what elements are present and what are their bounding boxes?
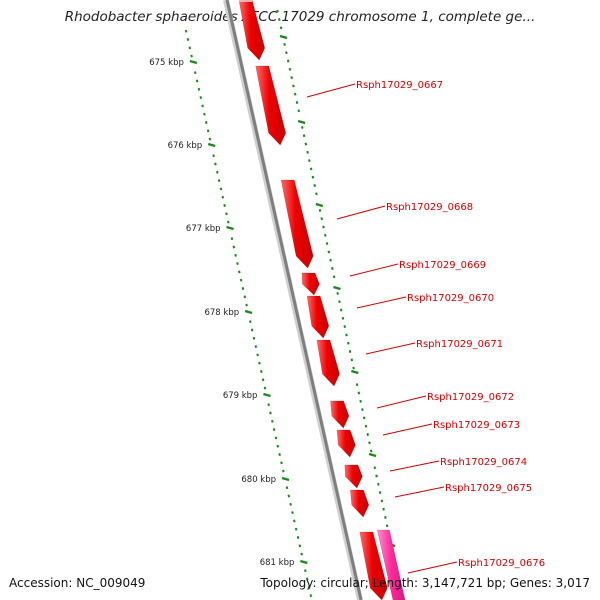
gene-label[interactable]: Rsph17029_0668 [386, 202, 473, 213]
outer-major-tick [297, 119, 306, 125]
major-tick [300, 559, 308, 565]
outer-major-tick [279, 34, 288, 40]
gene-arrow[interactable] [330, 400, 350, 429]
major-tick [189, 59, 198, 65]
gene-arrow[interactable] [359, 531, 388, 600]
gene-arrow[interactable] [350, 489, 370, 518]
gene-label[interactable]: Rsph17029_0676 [458, 558, 545, 569]
gene-arrow[interactable] [306, 295, 330, 339]
gene-leader-line [365, 342, 416, 355]
major-tick [226, 225, 234, 231]
gene-label[interactable]: Rsph17029_0674 [440, 457, 527, 468]
backbone [223, 0, 363, 600]
major-tick [207, 142, 216, 148]
gene-arrow[interactable] [255, 65, 287, 146]
gene-label[interactable]: Rsph17029_0667 [356, 80, 443, 91]
outer-major-tick [351, 369, 359, 375]
gene-label[interactable]: Rsph17029_0670 [407, 293, 494, 304]
gene-label[interactable]: Rsph17029_0669 [399, 260, 486, 271]
kbp-label: 679 kbp [223, 391, 258, 401]
gene-arrow-alt[interactable] [376, 529, 406, 600]
kbp-label: 676 kbp [168, 141, 203, 151]
kbp-labels: 675 kbp 676 kbp 677 kbp 678 kbp 679 kbp 680 k… [149, 58, 294, 568]
kbp-label: 680 kbp [241, 475, 276, 485]
gene-leader-line [407, 561, 458, 574]
gene-arrow[interactable] [336, 429, 356, 458]
genome-summary: Topology: circular; Length: 3,147,721 bp… [260, 576, 590, 590]
major-tick [263, 392, 271, 398]
kbp-label: 678 kbp [204, 308, 239, 318]
kbp-label: 677 kbp [186, 224, 221, 234]
outer-major-tick [333, 285, 341, 291]
gene-leader-line [389, 460, 440, 472]
gene-arrow[interactable] [238, 0, 266, 61]
gene-arrow[interactable] [301, 272, 320, 296]
gene-leader-line [376, 395, 427, 409]
gene-leader-line [356, 296, 407, 309]
gene-label[interactable]: Rsph17029_0672 [427, 392, 514, 403]
gene-leader-line [336, 205, 386, 220]
outer-major-tick [368, 452, 377, 458]
major-tick [244, 309, 253, 315]
gene-label[interactable]: Rsph17029_0673 [433, 420, 520, 431]
gene-label[interactable]: Rsph17029_0671 [416, 339, 503, 350]
outer-major-tick [315, 202, 324, 208]
gene-leader-line [306, 83, 356, 98]
gene-labels[interactable]: Rsph17029_0667 Rsph17029_0668 Rsph17029_06… [306, 80, 545, 574]
kbp-label: 675 kbp [149, 58, 184, 68]
gene-leader-line [349, 263, 399, 277]
map-title: Rhodobacter sphaeroides ATCC 17029 chrom… [64, 9, 536, 25]
gene-leader-line [394, 486, 445, 498]
major-tick [281, 476, 290, 482]
gene-label[interactable]: Rsph17029_0675 [445, 483, 532, 494]
gene-leader-line [382, 423, 433, 436]
gene-arrow[interactable] [280, 179, 314, 269]
ruler-ticks [184, 29, 313, 598]
gene-arrow[interactable] [344, 464, 363, 489]
kbp-label: 681 kbp [260, 558, 295, 568]
accession-text: Accession: NC_009049 [9, 576, 146, 590]
gene-arrow[interactable] [316, 339, 340, 387]
gene-features[interactable] [238, 0, 406, 600]
